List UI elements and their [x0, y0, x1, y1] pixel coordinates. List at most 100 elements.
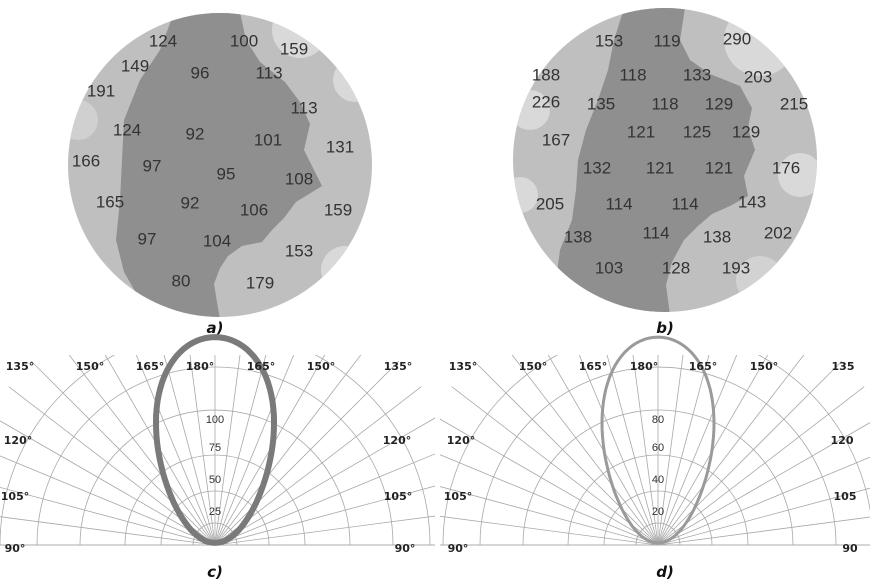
panel-d-radial-label: 40 [652, 474, 664, 486]
polar-grid-spoke [214, 515, 435, 546]
panel-a-luminance-value: 113 [290, 98, 317, 117]
polar-grid-spoke [473, 360, 659, 546]
polar-grid-spoke [657, 386, 865, 546]
panel-c-radial-label: 50 [209, 474, 221, 486]
panel-b-luminance-value: 143 [738, 192, 766, 211]
polar-grid-spoke [657, 360, 843, 546]
panel-d-angle-label: 135° [449, 360, 477, 373]
panel-d-angle-label: 150° [519, 360, 547, 373]
panel-b-luminance-value: 128 [662, 258, 690, 277]
panel-b-luminance-value: 119 [653, 31, 680, 50]
panel-a-luminance-value: 100 [230, 31, 258, 50]
polar-grid-spoke [440, 486, 659, 546]
panel-b-luminance-value: 226 [532, 92, 560, 111]
panel-d-angle-label: 90 [842, 542, 858, 555]
panel-d-radial-label: 80 [652, 414, 664, 426]
panel-b-luminance-value: 114 [605, 194, 632, 213]
panel-b-luminance-value: 114 [671, 194, 698, 213]
panel-b-light-patch [778, 153, 817, 197]
panel-a-luminance-value: 95 [217, 164, 236, 183]
panel-c-angle-label: 90° [395, 542, 416, 555]
polar-grid-spoke [440, 418, 659, 546]
panel-c-radial-label: 75 [209, 442, 221, 454]
panel-b-luminance-value: 118 [619, 65, 646, 84]
polar-grid-spoke [214, 485, 435, 546]
polar-grid-spoke [606, 355, 659, 546]
polar-grid-spoke [657, 355, 738, 546]
polar-grid-spoke [214, 355, 326, 546]
polar-grid-spoke [214, 355, 267, 546]
polar-grid-spoke [657, 516, 870, 546]
panel-b-luminance-value: 138 [564, 227, 592, 246]
polar-grid-spoke [578, 355, 659, 546]
panel-d-angle-label: 90° [448, 542, 469, 555]
panel-c-intensity-curve [152, 334, 278, 546]
panel-a-luminance-value: 92 [181, 193, 200, 212]
panel-d-polar-diagram: 20 40 60 80 135° 150° 165° 180° 165° 150° 135 120°… [440, 335, 870, 581]
panel-a-light-patch [333, 58, 372, 102]
panel-a-luminance-value: 92 [186, 124, 205, 143]
panel-c-angle-label: 105° [384, 490, 412, 503]
panel-c-angle-label: 150° [307, 360, 335, 373]
panel-a-luminance-value: 96 [191, 63, 210, 82]
panel-d-radial-label: 20 [652, 506, 664, 518]
polar-grid-spoke [440, 454, 659, 546]
panel-d-angle-label: 150° [750, 360, 778, 373]
polar-grid-spoke [214, 360, 400, 546]
panel-b-light-patch [513, 177, 538, 213]
panel-c-angle-label: 180° [186, 360, 214, 373]
polar-grid-ring [442, 355, 870, 546]
panel-a-luminance-value: 101 [254, 130, 282, 149]
panel-a-light-patch [321, 246, 369, 294]
polar-grid-spoke [657, 456, 870, 546]
panel-c-angle-label: 135° [6, 360, 34, 373]
panel-b-caption: b) [656, 319, 674, 337]
panel-b-luminance-value: 135 [587, 94, 615, 113]
panel-b-luminance-value: 167 [542, 130, 570, 149]
polar-grid-spoke [632, 355, 659, 546]
panel-b-luminance-value: 193 [722, 258, 750, 277]
panel-a-luminance-value: 165 [96, 192, 124, 211]
panel-a-luminance-value: 104 [203, 231, 231, 250]
panel-a-luminance-value: 80 [172, 271, 191, 290]
panel-a-caption: a) [207, 319, 224, 337]
panel-d-angle-label: 135 [832, 360, 855, 373]
panel-c-polar-diagram: 25 50 75 100 135° 150° 165° 180° 165° 150° 135° 12… [0, 334, 435, 581]
panel-a-luminance-value: 149 [121, 56, 149, 75]
polar-grid-spoke [440, 515, 659, 546]
polar-grid-spoke [0, 516, 216, 546]
panel-b-luminance-value: 290 [723, 29, 751, 48]
panel-b-luminance-value: 129 [732, 122, 760, 141]
panel-d-radial-label: 60 [652, 442, 664, 454]
panel-a-luminance-value: 159 [280, 39, 308, 58]
panel-c-angle-label: 135° [384, 360, 412, 373]
panel-b-luminance-value: 132 [583, 158, 611, 177]
panel-d-angle-label: 105 [834, 490, 857, 503]
panel-a-dark-region [116, 13, 322, 317]
panel-b-luminance-value: 121 [627, 122, 655, 141]
panel-c-angle-label: 150° [76, 360, 104, 373]
polar-grid-spoke [135, 355, 216, 546]
panel-a-luminance-value: 191 [87, 81, 115, 100]
polar-grid-spoke [214, 417, 435, 546]
panel-b-luminance-value: 176 [772, 158, 800, 177]
panel-b-luminance-value: 153 [595, 31, 623, 50]
panel-a-light-patch [68, 100, 98, 140]
panel-c-caption: c) [207, 563, 223, 581]
panel-a-luminance-value: 97 [138, 229, 157, 248]
panel-c-angle-label: 105° [1, 490, 29, 503]
panel-c-angle-label: 120° [4, 434, 32, 447]
polar-grid-spoke [104, 355, 216, 546]
polar-grid-spoke [0, 420, 216, 546]
panel-b-luminance-value: 125 [683, 122, 711, 141]
polar-grid-spoke [657, 355, 769, 546]
panel-a-luminance-value: 131 [326, 137, 354, 156]
panel-a-luminance-value: 106 [240, 200, 268, 219]
panel-a-luminance-map: 124 100 159 149 96 113 191 113 124 92 101 131 166 97 9… [68, 13, 372, 337]
panel-b-luminance-value: 121 [705, 158, 733, 177]
panel-d-angle-label: 105° [444, 490, 472, 503]
polar-grid-spoke [657, 355, 710, 546]
polar-grid-spoke [214, 355, 362, 546]
